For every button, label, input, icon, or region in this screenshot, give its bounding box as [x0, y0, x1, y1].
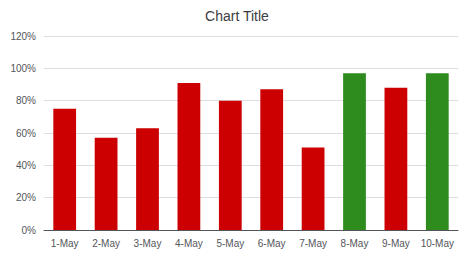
- svg-text:80%: 80%: [16, 95, 36, 106]
- svg-text:20%: 20%: [16, 192, 36, 203]
- svg-text:60%: 60%: [16, 128, 36, 139]
- svg-text:10-May: 10-May: [421, 238, 454, 249]
- svg-text:Chart Title: Chart Title: [205, 8, 269, 24]
- svg-text:120%: 120%: [10, 31, 36, 42]
- svg-text:1-May: 1-May: [51, 238, 79, 249]
- svg-text:6-May: 6-May: [258, 238, 286, 249]
- svg-text:40%: 40%: [16, 160, 36, 171]
- svg-text:8-May: 8-May: [341, 238, 369, 249]
- svg-text:3-May: 3-May: [134, 238, 162, 249]
- svg-text:5-May: 5-May: [216, 238, 244, 249]
- svg-text:4-May: 4-May: [175, 238, 203, 249]
- svg-text:100%: 100%: [10, 63, 36, 74]
- svg-text:7-May: 7-May: [299, 238, 327, 249]
- svg-text:9-May: 9-May: [382, 238, 410, 249]
- svg-text:0%: 0%: [22, 225, 37, 236]
- svg-text:2-May: 2-May: [92, 238, 120, 249]
